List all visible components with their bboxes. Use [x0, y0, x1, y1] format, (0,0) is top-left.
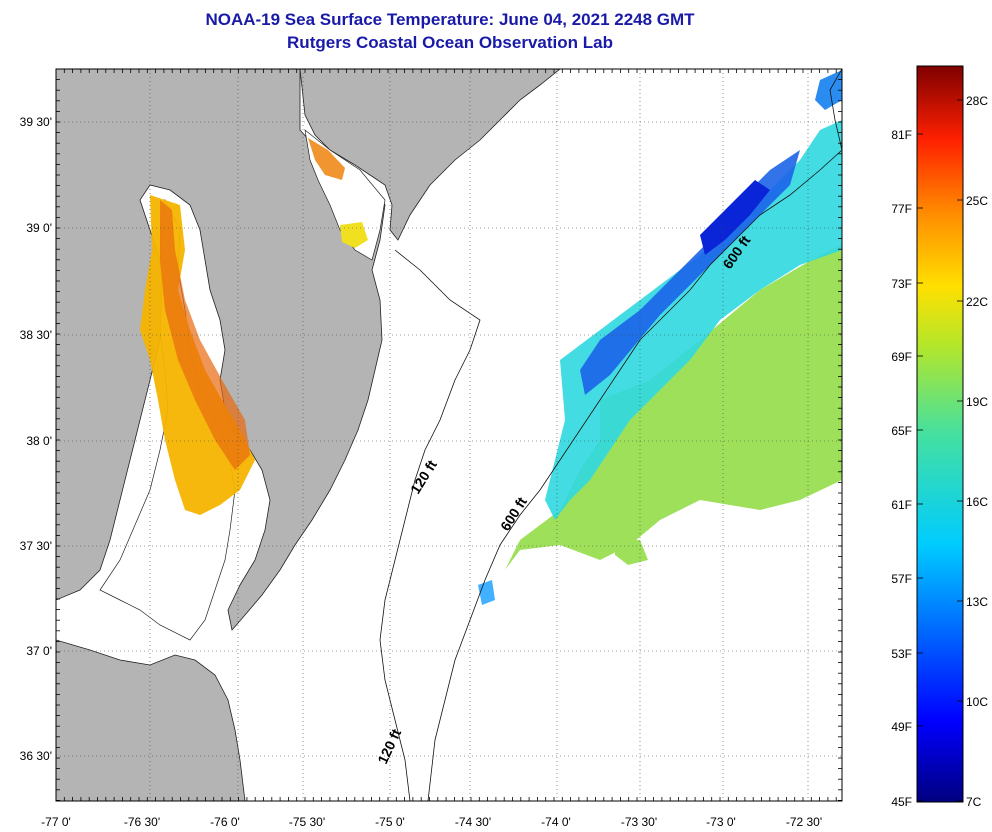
colorbar-f-label: 69F — [891, 350, 912, 364]
contour-600ft — [427, 149, 842, 801]
frame-ticks — [55, 68, 842, 801]
colorbar-c-label: 25C — [966, 194, 988, 208]
map-subtitle: Rutgers Coastal Ocean Observation Lab — [287, 33, 613, 52]
colorbar-f-label: 73F — [891, 277, 912, 291]
sst-offshore-cyan — [545, 120, 842, 520]
lon-label: -74 0' — [541, 815, 571, 829]
sst-bay-hot-edge — [160, 200, 250, 470]
lon-label: -75 0' — [375, 815, 405, 829]
lat-label: 36 30' — [20, 749, 52, 763]
lat-label: 39 30' — [20, 115, 52, 129]
sst-offshore-deepblue — [700, 180, 770, 255]
lon-label: -72 30' — [786, 815, 822, 829]
sst-delaware-yellow — [340, 222, 368, 248]
sst-offshore-green — [505, 245, 842, 570]
colorbar-f-label: 61F — [891, 498, 912, 512]
lon-label: -74 30' — [455, 815, 491, 829]
colorbar-c-label: 16C — [966, 495, 988, 509]
colorbar-c-label: 13C — [966, 595, 988, 609]
colorbar-c-label: 28C — [966, 94, 988, 108]
contour-600ft-north — [829, 69, 842, 151]
graticule — [56, 69, 842, 801]
colorbar-f-label: 49F — [891, 720, 912, 734]
colorbar-f-label: 45F — [891, 795, 912, 809]
lon-label: -76 0' — [210, 815, 240, 829]
colorbar-c-label: 10C — [966, 695, 988, 709]
colorbar — [916, 65, 964, 803]
colorbar-f-label: 77F — [891, 202, 912, 216]
sst-south-patch — [615, 540, 648, 565]
colorbar-c-label: 7C — [966, 795, 982, 809]
lat-label: 39 0' — [26, 221, 52, 235]
lon-label: -77 0' — [41, 815, 71, 829]
lon-label: -75 30' — [289, 815, 325, 829]
map-title: NOAA-19 Sea Surface Temperature: June 04… — [205, 10, 695, 29]
lon-label: -76 30' — [124, 815, 160, 829]
colorbar-f-label: 57F — [891, 572, 912, 586]
colorbar-f-label: 53F — [891, 647, 912, 661]
sst-delaware-bay — [308, 138, 345, 180]
lon-label: -73 30' — [621, 815, 657, 829]
map-frame — [55, 68, 843, 802]
colorbar-c-label: 19C — [966, 395, 988, 409]
lat-label: 37 0' — [26, 644, 52, 658]
lat-label: 38 0' — [26, 434, 52, 448]
colorbar-ticks — [917, 99, 963, 802]
colorbar-f-label: 81F — [891, 128, 912, 142]
colorbar-c-label: 22C — [966, 295, 988, 309]
land-virginia-south — [56, 639, 246, 801]
lat-label: 38 30' — [20, 328, 52, 342]
colorbar-f-label: 65F — [891, 424, 912, 438]
lon-label: -73 0' — [706, 815, 736, 829]
sst-north-patch — [815, 70, 842, 110]
lat-label: 37 30' — [20, 539, 52, 553]
